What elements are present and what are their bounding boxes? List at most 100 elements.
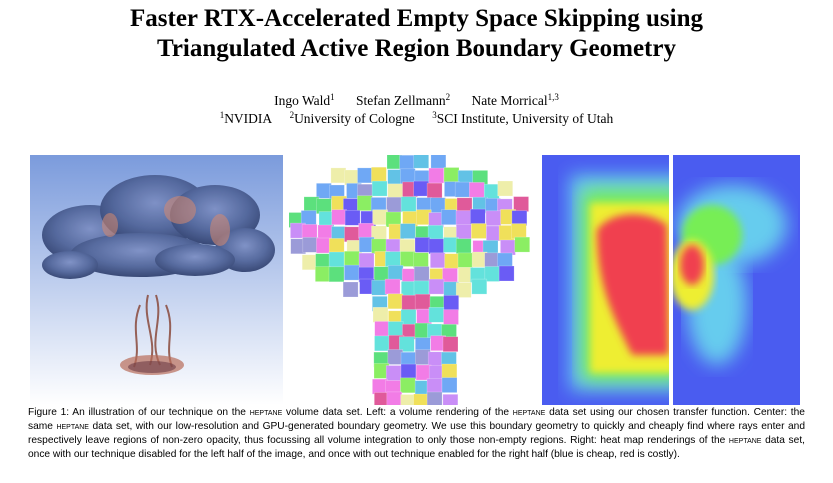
title-line-2: Triangulated Active Region Boundary Geom… — [157, 35, 676, 62]
boundary-box — [358, 252, 375, 269]
dataset-name: heptane — [728, 435, 762, 446]
boundary-box — [471, 278, 488, 295]
boundary-box — [342, 281, 359, 298]
boundary-box — [330, 167, 347, 184]
boundary-box — [413, 280, 430, 297]
boundary-box — [385, 365, 402, 381]
boundary-box — [442, 394, 459, 405]
boundary-box — [372, 209, 388, 226]
paper-title: Faster RTX-Accelerated Empty Space Skipp… — [0, 4, 833, 64]
boundary-box — [331, 209, 348, 226]
boundary-box — [442, 267, 458, 284]
boundary-box — [514, 236, 530, 253]
boundary-box — [443, 167, 460, 183]
boundary-box — [430, 155, 447, 169]
boundary-box — [427, 351, 444, 368]
boundary-box — [328, 238, 345, 254]
affiliation-3: 3SCI Institute, University of Utah — [432, 110, 614, 127]
author-list: Ingo Wald1 Stefan Zellmann2 Nate Morrica… — [0, 92, 833, 109]
boundary-box — [374, 335, 390, 352]
boundary-box — [328, 266, 345, 283]
boundary-box — [485, 210, 502, 227]
boundary-box — [427, 225, 444, 241]
heat-map-image — [542, 155, 800, 405]
author-1: Ingo Wald1 — [274, 92, 335, 109]
author-2: Stefan Zellmann2 — [356, 92, 451, 109]
boundary-box — [441, 377, 458, 393]
boundary-box — [344, 226, 360, 243]
boundary-geometry-image — [289, 155, 530, 405]
boundary-box — [386, 196, 402, 213]
affiliation-1: 1NVIDIA — [219, 110, 273, 127]
boundary-box — [443, 309, 459, 325]
boundary-box — [387, 265, 404, 281]
boundary-box — [471, 223, 487, 239]
boundary-box — [428, 278, 445, 295]
boundary-box — [511, 223, 527, 239]
boundary-box — [301, 254, 318, 271]
figure-caption: Figure 1: An illustration of our techniq… — [28, 407, 805, 460]
heat-map-left-half — [570, 175, 669, 390]
boundary-box — [497, 180, 513, 197]
boundary-box — [374, 321, 390, 337]
boundary-box — [387, 293, 404, 310]
boundary-box — [400, 377, 416, 394]
boundary-box — [400, 363, 417, 380]
boundary-box — [426, 391, 443, 405]
boundary-box — [328, 251, 345, 268]
boundary-box — [456, 224, 472, 240]
boundary-box — [454, 181, 471, 198]
boundary-box — [314, 266, 331, 282]
boundary-box — [498, 265, 515, 282]
boundary-box — [428, 167, 445, 184]
boundary-box — [371, 180, 388, 197]
boundary-box — [385, 251, 401, 267]
boundary-box — [413, 180, 429, 197]
dataset-name: heptane — [249, 407, 283, 418]
boundary-box — [401, 294, 418, 311]
boundary-box — [414, 293, 431, 310]
boundary-box — [428, 307, 445, 323]
boundary-box — [357, 195, 373, 212]
boundary-box — [426, 378, 443, 394]
boundary-box — [413, 266, 430, 282]
boundary-box — [455, 210, 472, 226]
boundary-box — [371, 166, 387, 183]
boundary-box — [343, 264, 360, 281]
dataset-name: heptane — [56, 421, 89, 432]
volume-rendering-image — [30, 155, 283, 405]
boundary-box — [426, 182, 443, 199]
boundary-box — [344, 209, 361, 226]
boundary-box — [457, 252, 474, 269]
boundary-box — [384, 278, 401, 295]
boundary-box — [413, 252, 429, 268]
boundary-box — [413, 155, 429, 169]
heat-map-right-half — [673, 155, 800, 405]
boundary-box — [387, 321, 404, 337]
boundary-box — [399, 336, 415, 352]
boundary-box — [343, 250, 360, 267]
boundary-box — [387, 349, 404, 365]
boundary-box — [400, 251, 416, 267]
boundary-box — [400, 223, 416, 239]
boundary-box — [415, 364, 432, 381]
boundary-box — [470, 208, 486, 225]
boundary-box — [400, 196, 417, 213]
boundary-box — [413, 393, 429, 405]
title-line-1: Faster RTX-Accelerated Empty Space Skipp… — [130, 5, 703, 32]
boundary-box — [414, 237, 431, 253]
boundary-box — [441, 363, 458, 380]
boundary-box — [455, 282, 472, 298]
dataset-name: heptane — [512, 407, 546, 418]
boundary-box — [444, 253, 460, 269]
boundary-box — [442, 336, 459, 352]
affiliation-list: 1NVIDIA 2University of Cologne 3SCI Inst… — [0, 110, 833, 127]
boundary-box — [372, 307, 389, 323]
boundary-box — [455, 238, 472, 254]
boundary-box — [441, 209, 457, 226]
boundary-box — [302, 237, 319, 253]
boundary-box — [386, 391, 403, 405]
boundary-box — [430, 252, 446, 269]
boundary-box — [443, 295, 459, 311]
affiliation-2: 2University of Cologne — [289, 110, 415, 127]
